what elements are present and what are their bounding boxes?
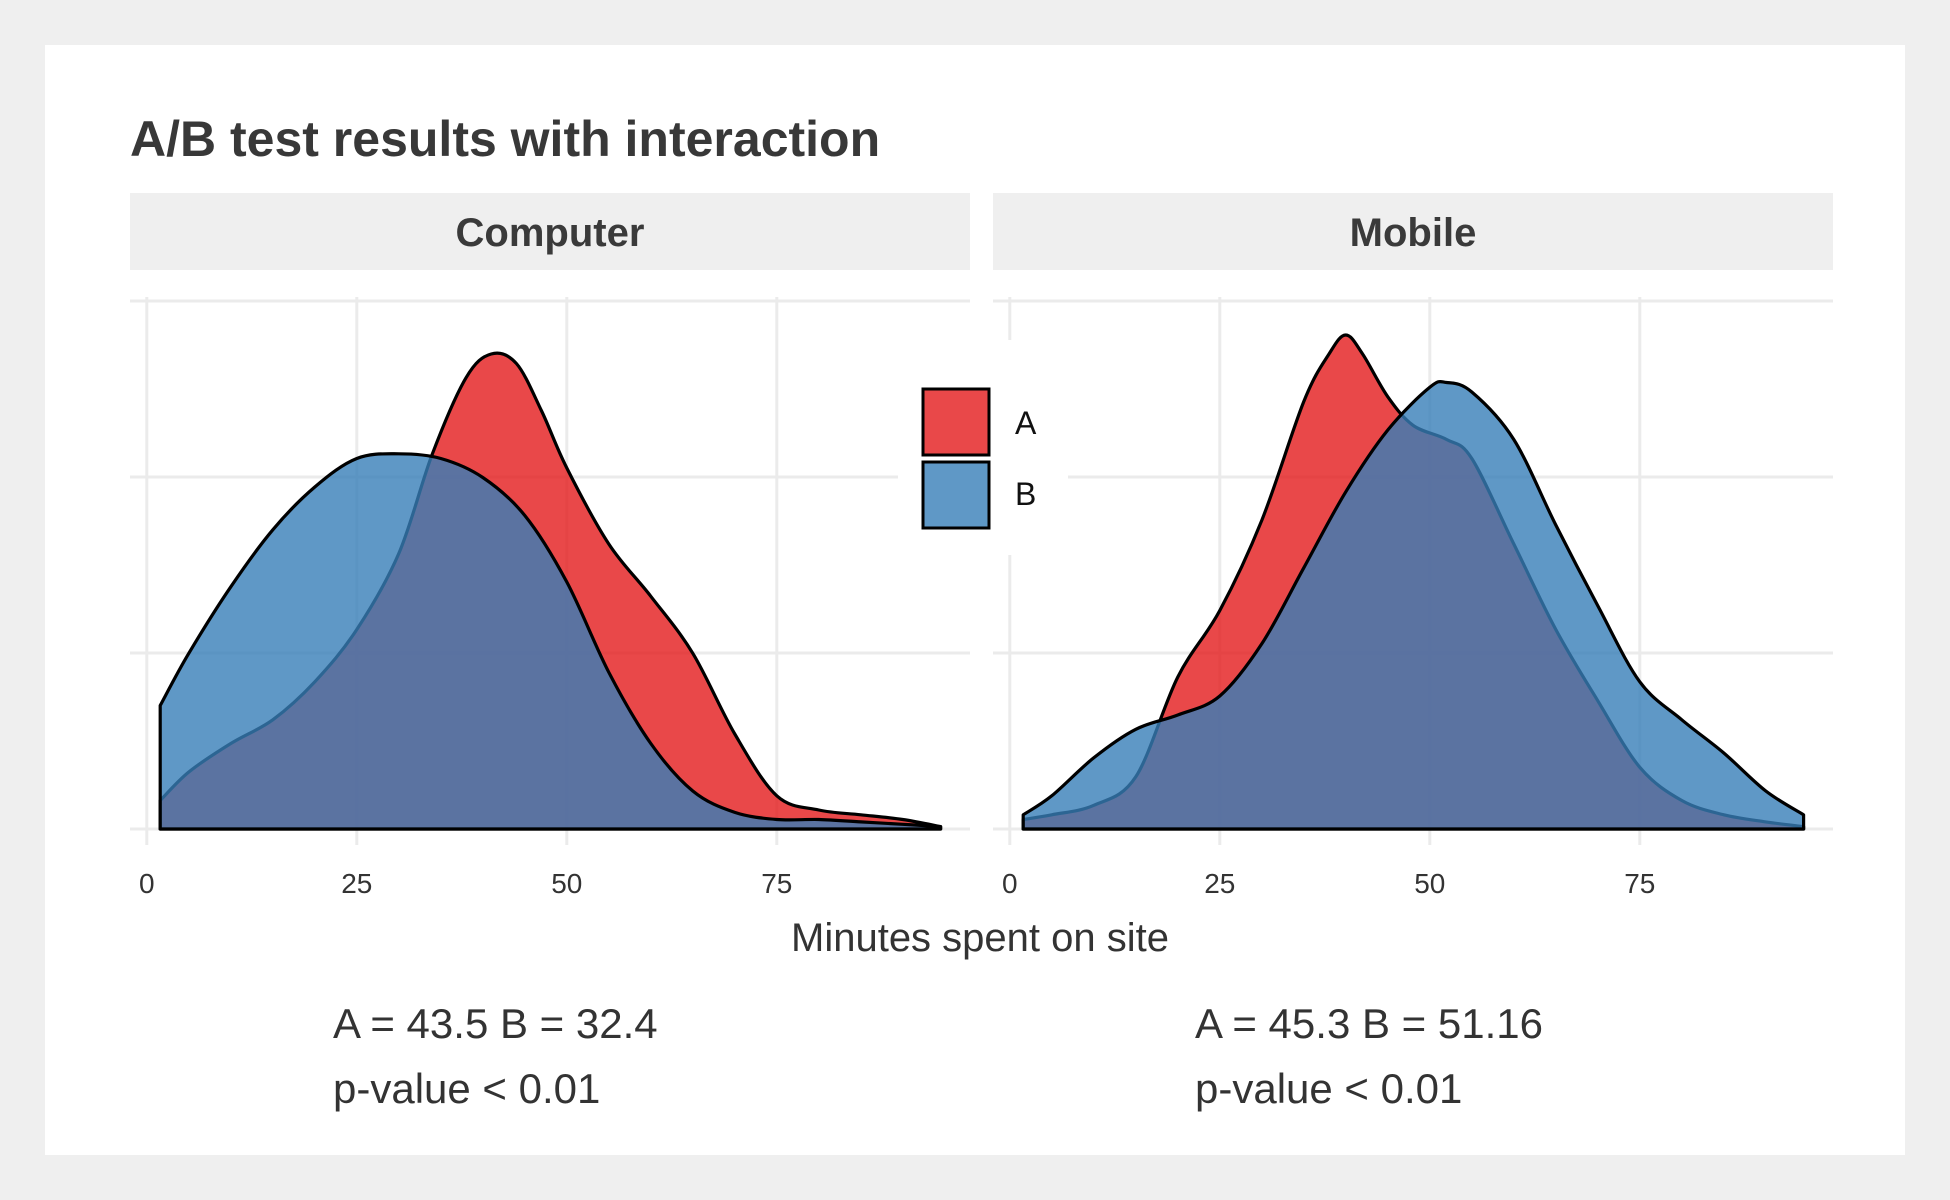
density-area-b xyxy=(1021,379,1806,831)
caption-mobile-pvalue: p-value < 0.01 xyxy=(1195,1065,1462,1112)
panel-computer: Computer 0 25 50 75 A = 43.5 B = 32.4 p-val… xyxy=(130,193,970,1112)
x-tick-label: 50 xyxy=(551,868,582,899)
density-chart: A/B test results with interaction Comput… xyxy=(130,111,1833,1112)
strip-mobile xyxy=(993,193,1833,270)
caption-mobile-means: A = 45.3 B = 51.16 xyxy=(1195,1000,1543,1047)
chart-card: A/B test results with interaction Comput… xyxy=(45,45,1905,1155)
strip-label-mobile: Mobile xyxy=(1350,211,1477,255)
x-tick-label: 50 xyxy=(1414,868,1445,899)
caption-computer-pvalue: p-value < 0.01 xyxy=(333,1065,600,1112)
legend-swatch-b xyxy=(921,460,991,530)
chart-title: A/B test results with interaction xyxy=(130,111,880,167)
legend-swatch-a xyxy=(921,387,991,457)
x-tick-label: 25 xyxy=(1204,868,1235,899)
x-tick-label: 0 xyxy=(139,868,155,899)
x-tick-label: 75 xyxy=(761,868,792,899)
x-axis-title: Minutes spent on site xyxy=(791,916,1169,960)
legend: A B xyxy=(898,340,1068,555)
x-tick-label: 0 xyxy=(1002,868,1018,899)
legend-label-b: B xyxy=(1015,476,1036,512)
x-tick-label: 25 xyxy=(341,868,372,899)
panel-mobile: Mobile 0 25 50 75 A = 45.3 B = 51.16 p-valu… xyxy=(993,193,1833,1112)
caption-computer-means: A = 43.5 B = 32.4 xyxy=(333,1000,658,1047)
x-tick-label: 75 xyxy=(1624,868,1655,899)
strip-computer xyxy=(130,193,970,270)
legend-label-a: A xyxy=(1015,405,1037,441)
strip-label-computer: Computer xyxy=(456,211,645,255)
density-area-b xyxy=(158,452,943,831)
